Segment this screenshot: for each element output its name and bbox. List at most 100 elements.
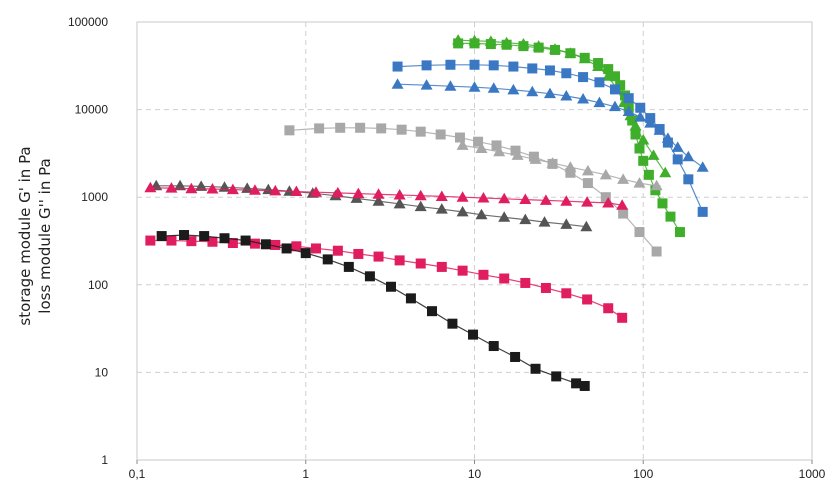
data-point-square [207,236,218,247]
data-point-square [634,227,645,238]
data-point-triangle [629,119,642,131]
data-point-triangle [144,181,157,193]
data-point-triangle [477,191,490,203]
data-point-triangle [309,186,322,197]
series-line [150,239,623,319]
data-point-triangle [444,80,457,91]
data-point-square [508,61,519,72]
data-point-triangle [661,132,674,143]
data-point-triangle [539,194,552,205]
x-tick-label: 1 [302,467,309,481]
data-point-square [683,174,694,185]
data-point-triangle [511,149,524,160]
data-point-triangle [592,60,605,72]
data-point-square [473,136,484,147]
data-point-square [478,269,489,280]
data-point-triangle [475,142,488,153]
data-point-triangle [549,43,562,54]
data-point-triangle [226,183,239,195]
data-point-triangle [500,36,513,48]
data-point-triangle [560,218,573,229]
data-point-square [454,132,465,143]
data-point-triangle [560,89,573,101]
data-point-triangle [532,40,545,51]
data-point-square [199,231,210,242]
data-point-square [314,123,325,134]
data-point-square [415,126,426,137]
data-point-square [335,122,346,133]
data-point-square [579,380,590,391]
data-point-square [376,123,387,134]
data-point-square [551,371,562,382]
data-point-square [249,238,260,249]
y-tick-label: 10000 [75,103,109,117]
data-point-triangle [560,195,573,206]
data-point-triangle [526,85,539,97]
data-point-square [488,341,499,352]
data-point-triangle [602,196,615,208]
data-point-triangle [248,184,261,195]
data-point-square [618,208,629,219]
data-point-square [672,154,683,165]
data-point-triangle [519,193,532,205]
data-point-triangle [529,153,542,164]
data-point-triangle [352,187,365,199]
data-point-triangle [435,190,448,201]
data-series [453,38,685,238]
data-point-square [565,167,576,178]
data-point-square [634,143,645,154]
data-point-square [179,230,190,241]
series-line [161,234,585,387]
data-point-triangle [519,213,532,225]
data-point-triangle [435,203,448,214]
y-tick-label: 100000 [68,15,108,29]
data-point-square [609,84,620,95]
series-line [458,39,666,174]
data-point-triangle [581,196,594,207]
data-point-square [638,155,649,166]
data-point-square [281,243,292,254]
data-point-triangle [262,183,275,195]
y-tick-label: 10 [95,365,109,379]
data-point-square [270,239,281,250]
data-point-square [421,60,432,71]
y-tick-label: 1 [101,453,108,467]
data-point-triangle [696,161,709,172]
data-point-triangle [456,191,469,202]
data-point-square [615,80,626,91]
data-point-square [468,329,479,340]
data-point-square [491,140,502,151]
data-point-triangle [671,141,684,152]
data-point-triangle [608,100,621,112]
data-point-triangle [414,189,427,201]
y-axis-title-line: storage module G' in Pa [16,146,34,325]
data-point-square [657,198,668,209]
data-point-square [322,254,333,265]
data-point-square [609,71,620,82]
data-point-square [291,241,302,252]
y-tick-label: 100 [88,278,108,292]
data-point-square [166,235,177,246]
data-point-triangle [493,145,506,157]
data-point-square [447,318,458,329]
data-point-triangle [543,87,556,99]
data-point-square [488,60,499,71]
data-point-square [635,102,646,113]
data-point-square [623,93,634,104]
data-point-square [260,239,271,250]
data-point-triangle [468,34,481,46]
data-point-triangle [420,79,433,90]
data-point-triangle [538,216,551,227]
data-point-square [396,124,407,135]
data-point-square [510,351,521,362]
data-series-layer [144,34,709,391]
data-point-square [697,206,708,217]
data-point-triangle [647,149,660,160]
data-point-triangle [414,200,427,212]
data-point-triangle [616,199,629,210]
data-point-triangle [644,117,657,128]
data-point-square [364,271,375,282]
data-point-triangle [637,133,650,145]
data-point-triangle [564,161,577,172]
